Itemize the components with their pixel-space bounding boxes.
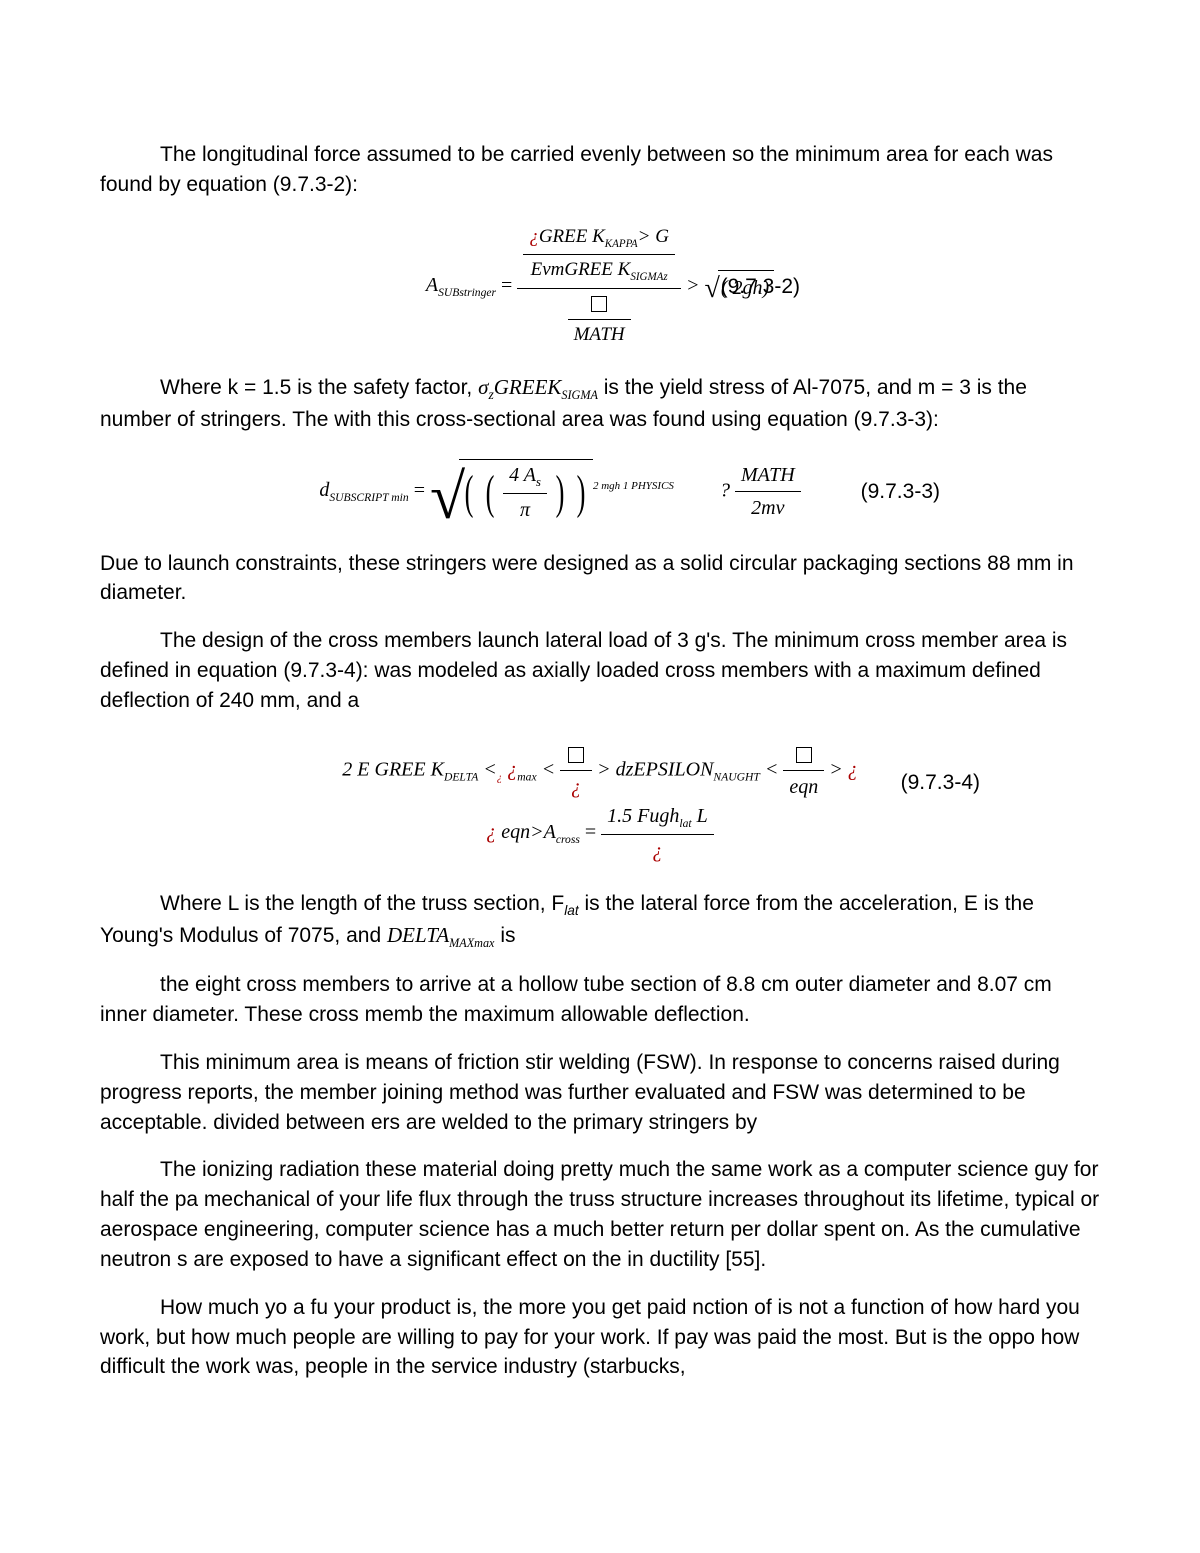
paragraph-9: How much yo a fu your product is, the mo…	[100, 1293, 1100, 1382]
paragraph-8: The ionizing radiation these material do…	[100, 1155, 1100, 1274]
empty-box-icon	[796, 747, 812, 763]
paragraph-2: Where k = 1.5 is the safety factor, σzGR…	[100, 373, 1100, 434]
equation-9-7-3-2: ASUBstringer = ¿GREE KKAPPA> G EvmGREE K…	[100, 224, 1100, 350]
paragraph-4: The design of the cross members launch l…	[100, 626, 1100, 715]
equation-9-7-3-3: dSUBSCRIPT min = √ ( ( 4 As π ) ) 2 mgh …	[100, 459, 1100, 525]
document-page: The longitudinal force assumed to be car…	[0, 0, 1200, 1500]
paragraph-6: the eight cross members to arrive at a h…	[100, 970, 1100, 1030]
equation-number-1: (9.7.3-2)	[721, 272, 800, 302]
paragraph-1: The longitudinal force assumed to be car…	[100, 140, 1100, 200]
eq2-lhs: dSUBSCRIPT min	[319, 479, 408, 501]
empty-box-icon	[568, 747, 584, 763]
paragraph-7: This minimum area is means of friction s…	[100, 1048, 1100, 1137]
equation-9-7-3-4: 2 E GREE KDELTA <¿ ¿max < ¿ > dzEPSILONN…	[100, 740, 1100, 866]
paragraph-5: Where L is the length of the truss secti…	[100, 889, 1100, 952]
paragraph-3: Due to launch constraints, these stringe…	[100, 549, 1100, 609]
equation-number-3: (9.7.3-4)	[901, 768, 980, 798]
empty-box-icon	[591, 296, 607, 312]
eq1-lhs: ASUBstringer	[426, 274, 496, 296]
equation-number-2: (9.7.3-3)	[861, 477, 940, 507]
